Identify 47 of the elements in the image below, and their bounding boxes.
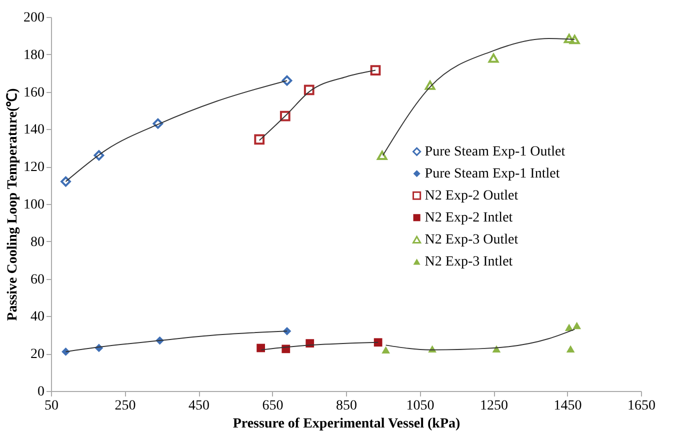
y-tick-label: 80 [30, 234, 44, 250]
x-tick-label: 1250 [480, 398, 508, 414]
point [564, 324, 574, 332]
point [94, 150, 104, 161]
legend-label: N2 Exp-2 Outlet [424, 188, 518, 204]
point [566, 345, 575, 353]
legend-label: N2 Exp-3 Intlet [424, 254, 513, 270]
x-tick-label: 50 [44, 398, 58, 414]
x-tick-label: 850 [336, 398, 357, 414]
point [376, 150, 388, 160]
point [256, 344, 266, 352]
y-tick-label: 200 [24, 10, 44, 26]
point [374, 338, 382, 347]
point [370, 65, 381, 76]
point [282, 75, 292, 86]
point [254, 134, 265, 145]
y-tick-label: 100 [24, 198, 44, 212]
point [488, 54, 499, 63]
point [564, 34, 574, 44]
point [424, 80, 436, 90]
y-tick-label: 160 [24, 85, 44, 100]
y-tick-label: 120 [24, 160, 44, 176]
point [60, 176, 71, 187]
point [382, 346, 390, 354]
x-axis-title: Pressure of Experimental Vessel (kPa) [232, 416, 461, 432]
legend-label: Pure Steam Exp-1 Outlet [424, 144, 566, 160]
point [280, 110, 290, 122]
y-tick-label: 20 [30, 347, 44, 362]
point [569, 34, 580, 44]
x-tick-label: 1650 [628, 398, 656, 414]
y-axis-title: Passive Cooling Loop Temperature(℃) [6, 88, 20, 321]
legend-label: N2 Exp-2 Intlet [424, 210, 513, 226]
x-tick-label: 650 [262, 398, 284, 414]
x-tick-label: 450 [188, 398, 210, 414]
point [152, 118, 164, 129]
x-tick-label: 1450 [554, 398, 582, 414]
y-tick-label: 40 [30, 310, 44, 325]
x-tick-label: 250 [114, 398, 136, 414]
legend-label: N2 Exp-3 Outlet [424, 232, 518, 248]
y-tick-label: 180 [24, 48, 44, 63]
point [572, 322, 582, 330]
legend-label: Pure Steam Exp-1 Intlet [424, 166, 560, 182]
y-tick-label: 60 [30, 272, 44, 288]
point [304, 84, 314, 96]
y-tick-label: 0 [38, 384, 44, 400]
x-tick-label: 1050 [406, 398, 434, 414]
y-tick-label: 140 [24, 122, 44, 138]
